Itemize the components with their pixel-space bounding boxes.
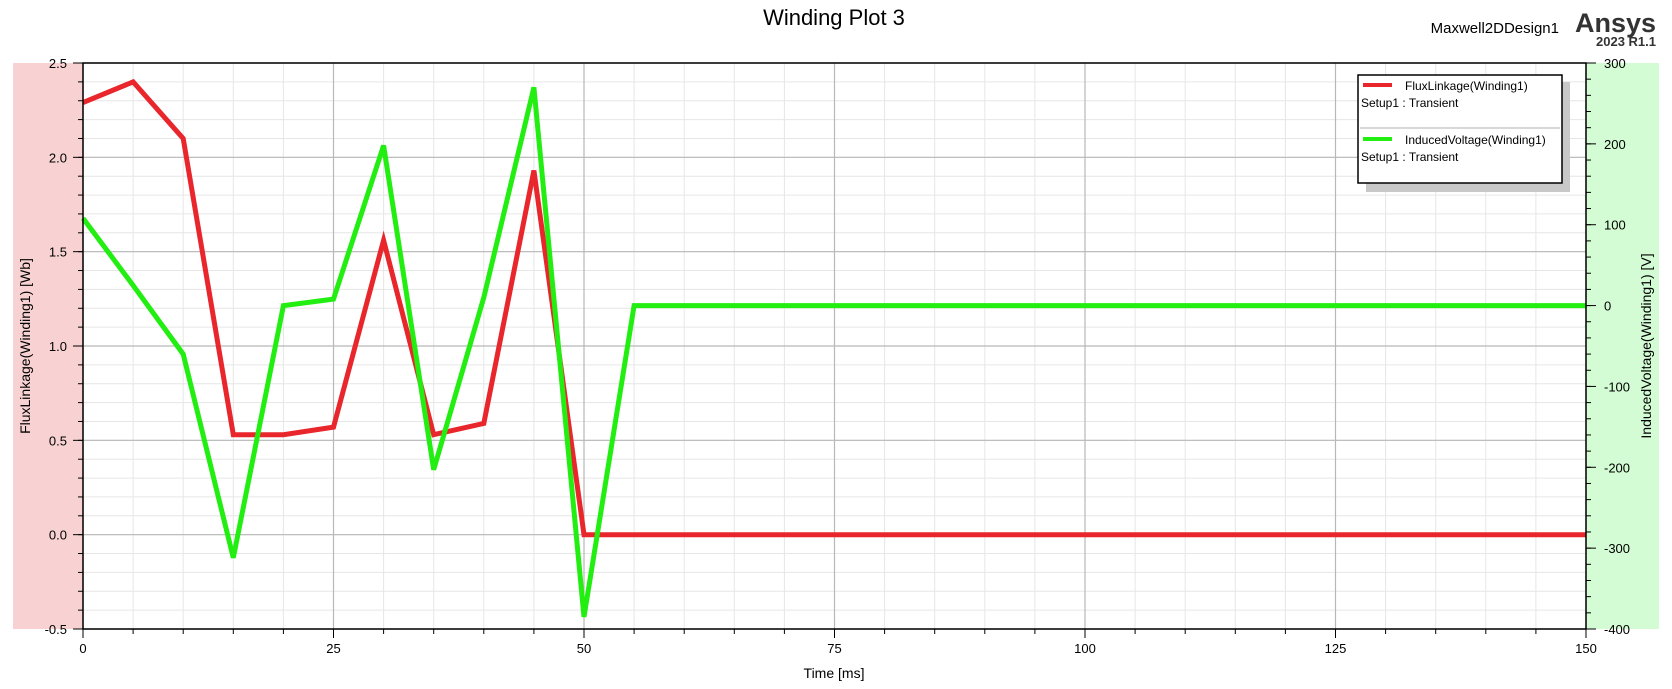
legend-setup-flux: Setup1 : Transient [1361,96,1459,110]
y-left-tick-label: 2.5 [49,56,67,71]
y-right-tick-label: -300 [1604,541,1630,556]
legend-box [1357,74,1563,184]
x-tick-label: 100 [1074,641,1096,656]
series-line-induced-voltage[interactable] [80,86,1586,618]
x-tick-label: 75 [827,641,841,656]
left-axis-band [13,63,83,629]
y-left-tick-label: 1.0 [49,339,67,354]
y-right-tick-label: 300 [1604,56,1626,71]
axes: 0 25 50 75 100 125 150 -0.5 0.0 0.5 1.0 1.5 2.0 2.5 -4… [45,56,1630,656]
x-tick-label: 150 [1575,641,1597,656]
chart-title: Winding Plot 3 [763,5,905,30]
y-right-tick-label: -100 [1604,379,1630,394]
legend-label-voltage: InducedVoltage(Winding1) [1405,133,1546,147]
version-label: 2023 R1.1 [1596,34,1656,49]
x-tick-label: 0 [79,641,86,656]
y-right-tick-label: 200 [1604,137,1626,152]
y-right-tick-label: -400 [1604,622,1630,637]
y-left-tick-label: -0.5 [45,622,67,637]
x-tick-label: 25 [326,641,340,656]
x-axis-label: Time [ms] [804,665,865,681]
y-right-tick-label: -200 [1604,460,1630,475]
legend-setup-voltage: Setup1 : Transient [1361,150,1459,164]
y-right-axis-label: InducedVoltage(Winding1) [V] [1638,253,1654,438]
right-axis-band [1586,63,1659,629]
x-tick-label: 50 [577,641,591,656]
y-right-tick-label: 0 [1604,299,1611,314]
design-name: Maxwell2DDesign1 [1431,20,1559,37]
y-left-axis-label: FluxLinkage(Winding1) [Wb] [17,258,33,434]
series-layer [80,78,1586,618]
y-left-tick-label: 2.0 [49,150,67,165]
legend[interactable]: FluxLinkage(Winding1) Setup1 : Transient… [1357,74,1570,192]
y-left-tick-label: 0.5 [49,433,67,448]
y-left-tick-label: 1.5 [49,245,67,260]
y-left-tick-label: 0.0 [49,528,67,543]
x-tick-label: 125 [1325,641,1347,656]
legend-label-flux: FluxLinkage(Winding1) [1405,79,1528,93]
y-right-tick-label: 100 [1604,218,1626,233]
ansys-logo: Ansys [1575,8,1656,38]
